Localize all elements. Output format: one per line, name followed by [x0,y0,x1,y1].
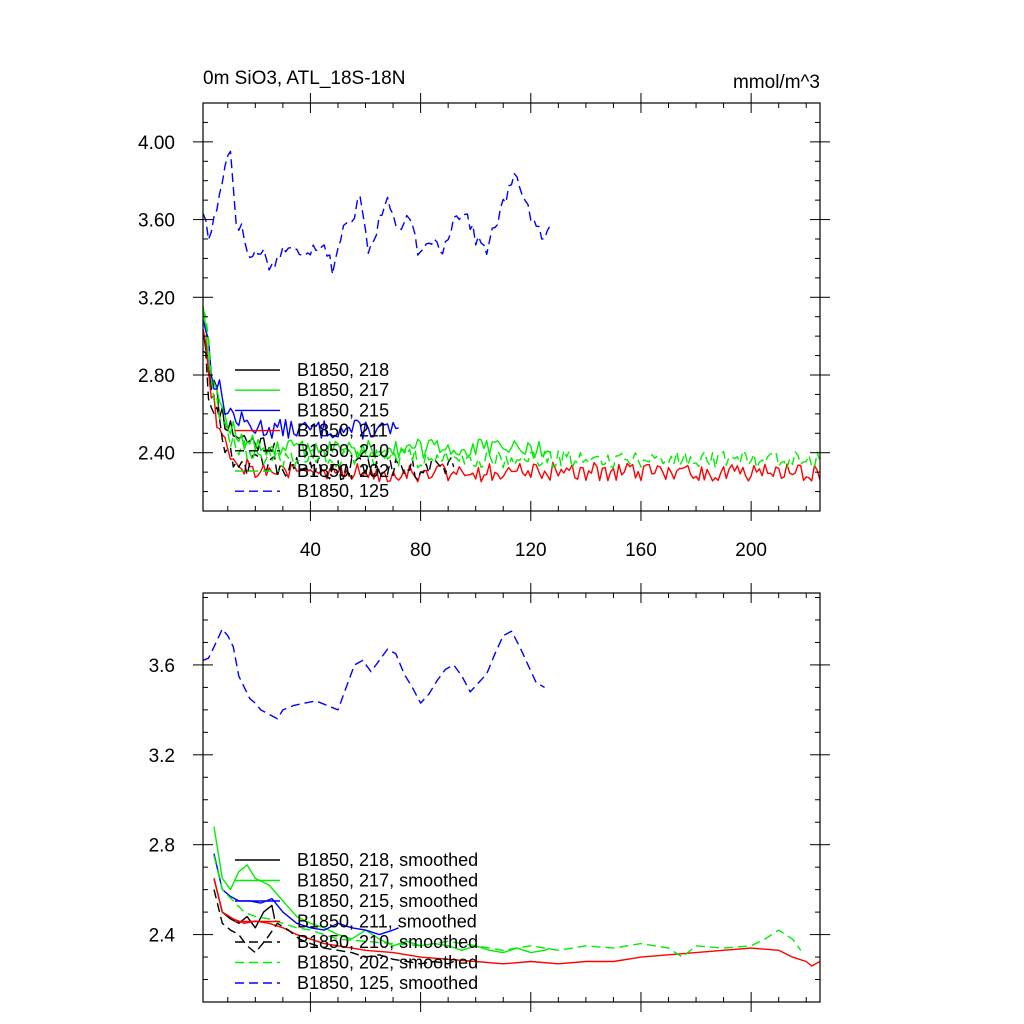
y-tick-label: 3.2 [149,746,175,767]
series-line-b1850-125-smoothed [203,628,545,720]
legend-label-b1850-125: B1850, 125 [297,481,389,501]
series-line-b1850-210 [203,350,455,481]
series-line-b1850-218 [203,329,276,454]
top-plot-frame [202,102,821,512]
series-line-b1850-218-smoothed [213,878,276,929]
y-tick-label: 3.6 [149,656,175,677]
legend-label-b1850-218-smoothed: B1850, 218, smoothed [297,850,478,870]
y-tick-label: 2.8 [149,836,175,857]
legend-label-b1850-210-smoothed: B1850, 210, smoothed [297,932,478,952]
top-series-group [203,150,820,483]
top-panel-units: mmol/m^3 [733,72,820,93]
legend-label-b1850-215-smoothed: B1850, 215, smoothed [297,891,478,911]
top-panel: 0m SiO3, ATL_18S-18N mmol/m^3 40 80 120 160… [138,68,830,561]
x-tick-label: 160 [625,540,657,561]
y-tick-label: 3.20 [138,288,175,309]
series-line-b1850-210-smoothed [213,889,454,965]
legend-label-b1850-217: B1850, 217 [297,380,389,400]
legend-label-b1850-215: B1850, 215 [297,400,389,420]
y-tick-label: 4.00 [138,133,175,154]
series-line-b1850-215 [203,319,399,440]
x-tick-label: 120 [515,540,547,561]
x-tick-label: 80 [410,540,431,561]
bottom-plot-frame [202,592,821,1003]
legend-label-b1850-211: B1850, 211 [297,421,388,441]
series-line-b1850-202 [203,309,820,469]
legend-label-b1850-211-smoothed: B1850, 211, smoothed [297,912,477,932]
series-line-b1850-202-smoothed [213,855,802,958]
legend-label-b1850-202: B1850, 202 [297,461,389,481]
top-axes: 40 80 120 160 200 2.40 2.80 3.20 3.60 4.00 [138,93,830,561]
series-line-b1850-215-smoothed [213,853,399,936]
x-tick-label: 40 [300,540,321,561]
series-line-b1850-211-smoothed [213,878,820,967]
legend-label-b1850-125-smoothed: B1850, 125, smoothed [297,973,478,993]
legend-label-b1850-218: B1850, 218 [297,360,389,380]
series-line-b1850-125 [203,150,551,275]
y-tick-label: 3.60 [138,211,175,232]
legend-label-b1850-217-smoothed: B1850, 217, smoothed [297,871,478,891]
y-tick-label: 2.40 [138,444,175,465]
y-tick-label: 2.4 [149,926,176,947]
legend-label-b1850-202-smoothed: B1850, 202, smoothed [297,953,478,973]
bottom-series-group [203,628,820,967]
bottom-panel: 2.42.83.23.6 B1850, 218, smoothedB1850, … [149,583,830,1012]
top-panel-title: 0m SiO3, ATL_18S-18N [203,68,405,89]
y-tick-label: 2.80 [138,366,175,387]
legend-label-b1850-210: B1850, 210 [297,441,389,461]
series-line-b1850-211 [203,329,820,483]
series-line-b1850-217-smoothed [213,826,551,954]
bottom-axes: 2.4 2.8 3.2 3.6 [149,583,830,1012]
x-tick-label: 200 [735,540,767,561]
